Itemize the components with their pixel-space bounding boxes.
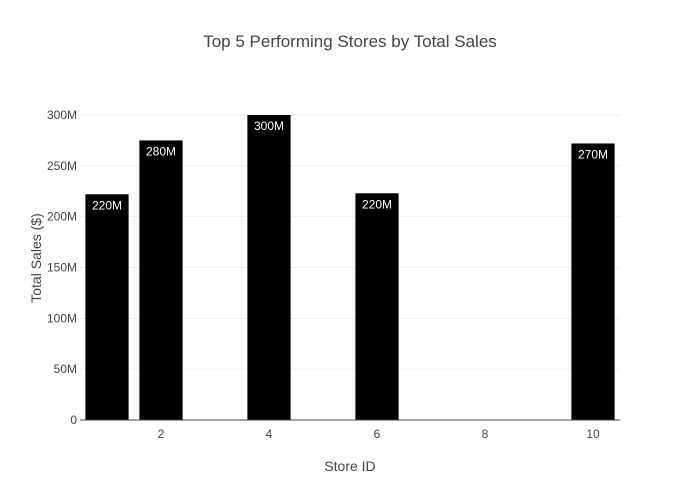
bar: [247, 115, 291, 420]
bar: [571, 143, 615, 420]
x-tick-label: 2: [158, 427, 165, 441]
y-tick-label: 100M: [47, 311, 77, 325]
y-tick-label: 50M: [54, 362, 77, 376]
bar-value-label: 220M: [362, 197, 392, 211]
x-tick-label: 4: [266, 427, 273, 441]
bar-value-label: 270M: [578, 147, 608, 161]
y-tick-label: 0: [70, 413, 77, 427]
bar: [85, 194, 129, 420]
bar-value-label: 300M: [254, 119, 284, 133]
x-tick-label: 10: [586, 427, 600, 441]
bar-value-label: 220M: [92, 198, 122, 212]
x-axis-title: Store ID: [324, 458, 376, 474]
x-tick-label: 8: [482, 427, 489, 441]
y-tick-label: 300M: [47, 108, 77, 122]
chart-title: Top 5 Performing Stores by Total Sales: [203, 32, 497, 51]
y-tick-label: 150M: [47, 261, 77, 275]
bar: [139, 140, 183, 420]
x-tick-label: 6: [374, 427, 381, 441]
bar: [355, 193, 399, 420]
bar-value-label: 280M: [146, 144, 176, 158]
y-tick-label: 200M: [47, 210, 77, 224]
y-tick-label: 250M: [47, 159, 77, 173]
